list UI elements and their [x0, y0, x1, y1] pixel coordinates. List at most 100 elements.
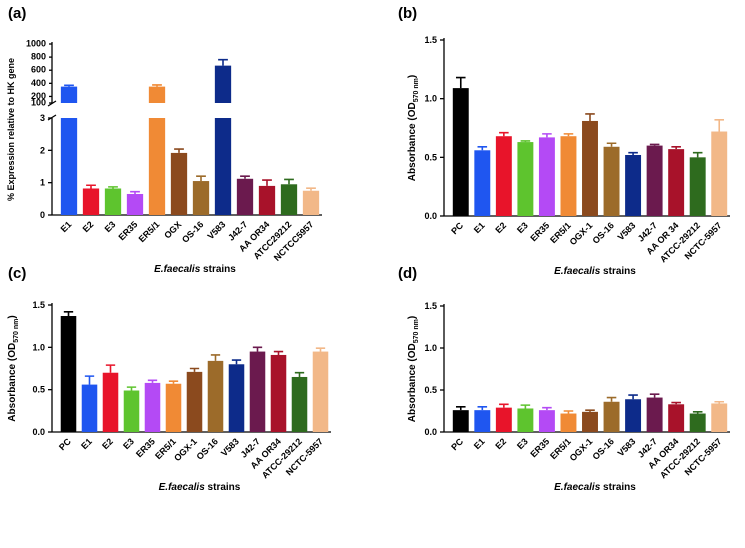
category-label: ER5/1 [137, 219, 162, 244]
y-tick-label: 1.0 [424, 94, 437, 104]
bar [123, 390, 140, 432]
error-bar [649, 393, 660, 398]
bar [312, 351, 329, 432]
y-tick-label: 1.5 [424, 35, 437, 45]
error-bar [563, 133, 574, 137]
y-tick-label: 0.5 [32, 385, 45, 395]
error-bar [692, 411, 703, 414]
y-axis-label-end: ) [407, 75, 418, 78]
error-bar [273, 350, 284, 355]
bar [646, 145, 663, 216]
error-bar [231, 359, 242, 365]
category-label: V583 [219, 436, 241, 458]
error-bar [218, 58, 228, 66]
bar [689, 413, 706, 432]
category-label: V583 [205, 219, 227, 241]
category-label: OGX-1 [568, 220, 595, 247]
category-label: V583 [616, 436, 638, 458]
bar [291, 376, 308, 432]
bar [165, 383, 182, 432]
error-bar [240, 175, 250, 179]
bar-upper-segment [60, 86, 78, 103]
bar [603, 401, 620, 432]
x-axis-label-rest: strains [600, 482, 636, 493]
error-bar [306, 187, 316, 191]
bar [170, 152, 188, 215]
category-label: E3 [515, 220, 530, 235]
bar [560, 136, 577, 216]
error-bar [130, 190, 140, 194]
bar [689, 157, 706, 216]
error-bar [86, 184, 96, 189]
x-axis-label: E.faecalis strains [554, 266, 636, 277]
y-tick-label: 0.0 [424, 211, 437, 221]
bar [603, 146, 620, 216]
error-bar [189, 367, 200, 372]
category-label: ER35 [528, 220, 551, 243]
error-bar [628, 394, 638, 400]
bar [495, 407, 512, 432]
chart-panel-b: (b)0.00.51.01.5PC E1 E2 E3ER35ER5/1OGX-1OS-… [398, 5, 730, 277]
y-tick-label: 0.0 [32, 427, 45, 437]
error-bar [455, 76, 466, 89]
category-label: OS-16 [194, 436, 219, 461]
y-tick-label: 0 [40, 210, 45, 220]
bar [452, 410, 469, 432]
error-bar [63, 310, 74, 317]
y-axis-label-end: ) [407, 316, 418, 319]
category-label: V583 [616, 220, 638, 242]
bar [280, 184, 298, 215]
bar [249, 351, 266, 432]
y-tick-label: 3 [40, 113, 45, 123]
category-label: OS-16 [590, 436, 615, 461]
error-bar [671, 401, 681, 405]
category-label: E1 [59, 219, 74, 234]
error-bar [147, 379, 158, 383]
bar [711, 403, 728, 432]
bar [474, 410, 491, 432]
error-bar [606, 142, 617, 147]
category-label: E1 [79, 436, 94, 451]
bar [81, 384, 98, 432]
category-label: OGX-1 [568, 436, 595, 463]
error-bar [174, 148, 184, 153]
bar [538, 137, 555, 216]
x-axis-label-rest: strains [200, 264, 236, 275]
y-axis-label-main: Absorbance (OD [7, 343, 18, 422]
y-tick-label: 400 [31, 78, 46, 88]
y-axis-label-main: Absorbance (OD [407, 102, 418, 181]
y-axis-label-end: ) [7, 315, 18, 318]
error-bar [477, 145, 488, 151]
category-label: E2 [81, 219, 96, 234]
category-label: OS-16 [590, 220, 615, 245]
x-axis-label-rest: strains [600, 266, 636, 277]
category-label: ER35 [528, 436, 551, 459]
bar [452, 88, 469, 216]
panel-label: (c) [8, 265, 26, 282]
error-bar [284, 178, 294, 185]
bar [126, 193, 144, 215]
bar [711, 131, 728, 216]
y-axis-label-sub: 570 nm [13, 319, 20, 343]
bar [148, 118, 166, 215]
error-bar [714, 400, 725, 404]
bar [60, 118, 78, 215]
bar [646, 397, 663, 432]
bar [625, 154, 642, 216]
error-bar [84, 375, 95, 385]
y-tick-label: 600 [31, 65, 46, 75]
bar [517, 142, 534, 216]
x-axis-label-rest: strains [205, 482, 241, 493]
bar [228, 364, 245, 432]
category-label: PC [57, 436, 73, 452]
bar [102, 372, 119, 432]
error-bar [168, 380, 179, 384]
bar [82, 188, 100, 215]
error-bar [628, 151, 638, 155]
error-bar [649, 143, 660, 146]
bar [258, 185, 276, 215]
category-label: E2 [493, 220, 508, 235]
y-tick-label: 1 [40, 178, 45, 188]
